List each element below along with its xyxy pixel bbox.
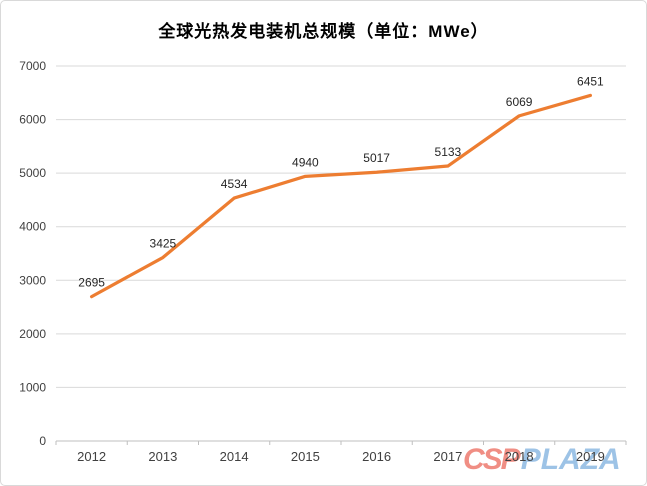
data-point-label: 4940	[292, 155, 319, 169]
y-axis-tick-label: 5000	[19, 166, 46, 180]
data-series-line	[90, 93, 592, 299]
x-axis-tick-label: 2013	[148, 449, 177, 464]
y-axis-tick-label: 4000	[19, 220, 46, 234]
y-axis-tick-label: 1000	[19, 380, 46, 394]
data-point-label: 5017	[363, 151, 390, 165]
data-point-label: 6069	[506, 95, 533, 109]
x-axis-tick-label: 2016	[362, 449, 391, 464]
y-axis-tick-label: 2000	[19, 327, 46, 341]
x-axis-tick-label: 2012	[77, 449, 106, 464]
x-axis-tick-label: 2014	[220, 449, 249, 464]
x-axis-tick-label: 2017	[433, 449, 462, 464]
y-axis-tick-label: 3000	[19, 273, 46, 287]
y-axis-tick-label: 0	[39, 434, 46, 448]
x-axis-tick-label: 2018	[505, 449, 534, 464]
y-axis-tick-label: 7000	[19, 59, 46, 73]
chart-title: 全球光热发电装机总规模（单位：MWe）	[158, 22, 489, 41]
data-point-label: 3425	[150, 237, 177, 251]
data-point-label: 4534	[221, 177, 248, 191]
x-axis-tick-label: 2019	[576, 449, 605, 464]
data-point-label: 2695	[78, 276, 105, 290]
data-point-label: 6451	[577, 74, 604, 88]
x-axis-tick-label: 2015	[291, 449, 320, 464]
data-point-label: 5133	[435, 145, 462, 159]
y-axis-tick-label: 6000	[19, 113, 46, 127]
